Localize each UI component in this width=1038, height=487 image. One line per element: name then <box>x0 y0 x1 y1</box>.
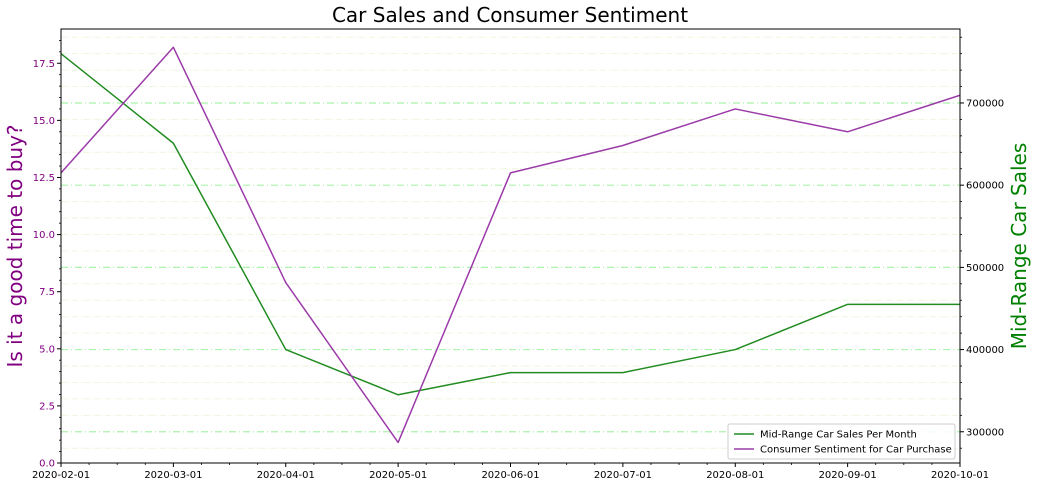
series-layer <box>60 46 961 444</box>
grid-layer <box>61 36 960 449</box>
x-tick-label: 2020-02-01 <box>32 470 90 481</box>
x-tick-label: 2020-07-01 <box>594 470 652 481</box>
chart-title: Car Sales and Consumer Sentiment <box>332 3 688 27</box>
left-tick-label: 5.0 <box>39 344 55 355</box>
series-line-2 <box>60 46 961 444</box>
left-tick-label: 0.0 <box>39 459 55 470</box>
axes-layer: 2020-02-01 2020-03-01 2020-04-01 2020-05-01… <box>32 28 1004 481</box>
right-tick-label: 600000 <box>966 181 1004 192</box>
series-line-1 <box>60 53 960 396</box>
x-tick-label: 2020-06-01 <box>481 470 539 481</box>
left-tick-label: 2.5 <box>39 401 55 412</box>
right-tick-label: 300000 <box>966 427 1004 438</box>
left-tick-label: 10.0 <box>33 230 55 241</box>
legend: Mid-Range Car Sales Per Month Consumer Se… <box>727 423 956 460</box>
x-tick-label: 2020-03-01 <box>144 470 202 481</box>
left-axis-label: Is it a good time to buy? <box>3 124 27 367</box>
left-tick-label: 15.0 <box>33 116 55 127</box>
left-tick-label: 12.5 <box>33 173 55 184</box>
x-tick-label: 2020-04-01 <box>257 470 315 481</box>
right-tick-label: 400000 <box>966 345 1004 356</box>
legend-box <box>727 423 956 460</box>
legend-label-1: Mid-Range Car Sales Per Month <box>760 430 917 441</box>
right-axis-label: Mid-Range Car Sales <box>1007 143 1031 350</box>
left-tick-label: 7.5 <box>39 287 55 298</box>
x-tick-label: 2020-05-01 <box>369 470 427 481</box>
legend-label-2: Consumer Sentiment for Car Purchase <box>760 445 952 456</box>
x-tick-label: 2020-08-01 <box>706 470 764 481</box>
left-tick-label: 17.5 <box>33 59 55 70</box>
x-tick-label: 2020-10-01 <box>931 470 989 481</box>
right-tick-label: 700000 <box>966 98 1004 109</box>
x-tick-label: 2020-09-01 <box>819 470 877 481</box>
right-tick-label: 500000 <box>966 263 1004 274</box>
